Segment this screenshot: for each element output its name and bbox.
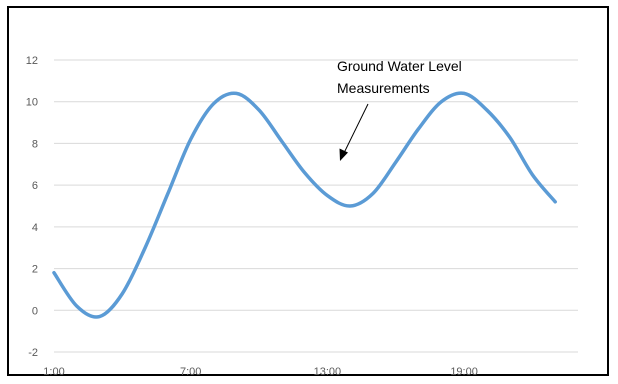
- x-tick-label: 7:00: [180, 366, 201, 378]
- y-tick-label: 6: [32, 180, 38, 192]
- annotation-line-2: Measurements: [337, 80, 430, 96]
- series-line-0: [52, 91, 557, 319]
- y-tick-label: 10: [26, 97, 38, 109]
- annotation-arrowhead: [339, 148, 348, 161]
- gridlines: [54, 59, 578, 353]
- y-tick-label: 8: [32, 138, 38, 150]
- y-tick-label: 2: [32, 264, 38, 276]
- chart-frame: [7, 6, 609, 376]
- annotation-line-1: Ground Water Level: [337, 58, 462, 74]
- series-group: [52, 91, 557, 319]
- y-axis-ticks: -2 0 2 4 6 8 10 12: [26, 55, 38, 359]
- y-tick-label: -2: [28, 347, 38, 359]
- y-tick-label: 4: [32, 222, 38, 234]
- x-axis-ticks: 1:00 7:00 13:00 19:00: [43, 366, 478, 378]
- annotation: Ground Water Level Measurements: [337, 58, 462, 161]
- x-tick-label: 19:00: [450, 366, 478, 378]
- annotation-arrow: [342, 103, 369, 156]
- y-tick-label: 12: [26, 55, 38, 67]
- y-tick-label: 0: [32, 305, 38, 317]
- x-tick-label: 1:00: [43, 366, 64, 378]
- x-tick-label: 13:00: [314, 366, 342, 378]
